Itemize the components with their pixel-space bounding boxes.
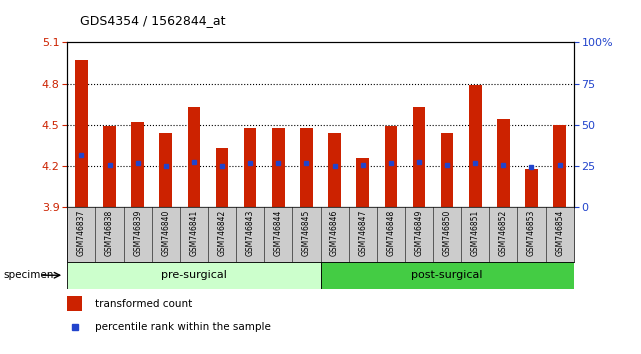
Bar bbox=[441, 133, 453, 207]
Bar bbox=[160, 133, 172, 207]
Bar bbox=[300, 127, 313, 207]
Text: GSM746842: GSM746842 bbox=[217, 210, 226, 256]
Text: GSM746843: GSM746843 bbox=[246, 210, 254, 256]
Bar bbox=[469, 85, 481, 207]
Text: GSM746850: GSM746850 bbox=[442, 210, 452, 256]
Bar bbox=[244, 127, 256, 207]
Text: GSM746840: GSM746840 bbox=[162, 210, 171, 256]
Bar bbox=[328, 133, 341, 207]
Bar bbox=[356, 158, 369, 207]
Bar bbox=[131, 122, 144, 207]
Text: pre-surgical: pre-surgical bbox=[161, 270, 227, 280]
Text: GSM746837: GSM746837 bbox=[77, 210, 86, 256]
Text: specimen: specimen bbox=[3, 270, 54, 280]
Bar bbox=[413, 107, 425, 207]
Bar bbox=[272, 127, 285, 207]
Text: GSM746841: GSM746841 bbox=[189, 210, 199, 256]
Bar bbox=[385, 126, 397, 207]
Text: GSM746847: GSM746847 bbox=[358, 210, 367, 256]
Text: GSM746849: GSM746849 bbox=[415, 210, 424, 256]
Text: post-surgical: post-surgical bbox=[412, 270, 483, 280]
Text: GSM746838: GSM746838 bbox=[105, 210, 114, 256]
Bar bbox=[103, 126, 116, 207]
Bar bbox=[497, 119, 510, 207]
Text: transformed count: transformed count bbox=[95, 299, 192, 309]
Bar bbox=[67, 296, 83, 311]
Bar bbox=[75, 60, 88, 207]
Text: GSM746851: GSM746851 bbox=[470, 210, 479, 256]
Bar bbox=[188, 107, 200, 207]
Text: GSM746848: GSM746848 bbox=[387, 210, 395, 256]
Bar bbox=[320, 262, 574, 289]
Text: GSM746839: GSM746839 bbox=[133, 210, 142, 256]
Text: GSM746845: GSM746845 bbox=[302, 210, 311, 256]
Text: GSM746846: GSM746846 bbox=[330, 210, 339, 256]
Text: GSM746854: GSM746854 bbox=[555, 210, 564, 256]
Text: GSM746852: GSM746852 bbox=[499, 210, 508, 256]
Bar bbox=[553, 125, 566, 207]
Text: GDS4354 / 1562844_at: GDS4354 / 1562844_at bbox=[80, 14, 226, 27]
Text: GSM746853: GSM746853 bbox=[527, 210, 536, 256]
Bar bbox=[525, 169, 538, 207]
Text: GSM746844: GSM746844 bbox=[274, 210, 283, 256]
Bar bbox=[67, 262, 320, 289]
Bar bbox=[216, 148, 228, 207]
Text: percentile rank within the sample: percentile rank within the sample bbox=[95, 322, 271, 332]
